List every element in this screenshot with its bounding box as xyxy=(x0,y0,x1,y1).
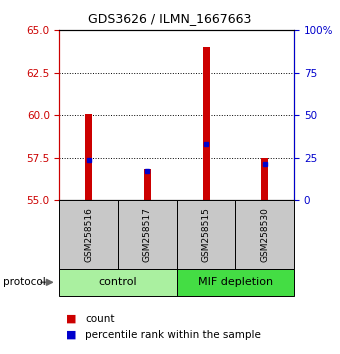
Text: GSM258516: GSM258516 xyxy=(84,207,93,262)
Text: control: control xyxy=(99,277,137,287)
Text: count: count xyxy=(85,314,115,324)
Bar xyxy=(59,200,118,269)
Bar xyxy=(261,158,268,200)
Text: GSM258517: GSM258517 xyxy=(143,207,152,262)
Bar xyxy=(118,200,177,269)
Bar xyxy=(177,200,235,269)
Text: ■: ■ xyxy=(66,314,77,324)
Bar xyxy=(144,169,151,200)
Text: protocol: protocol xyxy=(3,277,46,287)
Bar xyxy=(177,269,294,296)
Bar xyxy=(85,114,92,200)
Bar xyxy=(59,269,177,296)
Bar xyxy=(235,200,294,269)
Text: GSM258515: GSM258515 xyxy=(202,207,210,262)
Text: percentile rank within the sample: percentile rank within the sample xyxy=(85,330,261,339)
Text: GDS3626 / ILMN_1667663: GDS3626 / ILMN_1667663 xyxy=(88,12,252,25)
Bar xyxy=(203,47,210,200)
Text: MIF depletion: MIF depletion xyxy=(198,277,273,287)
Text: ■: ■ xyxy=(66,330,77,339)
Text: GSM258530: GSM258530 xyxy=(260,207,269,262)
